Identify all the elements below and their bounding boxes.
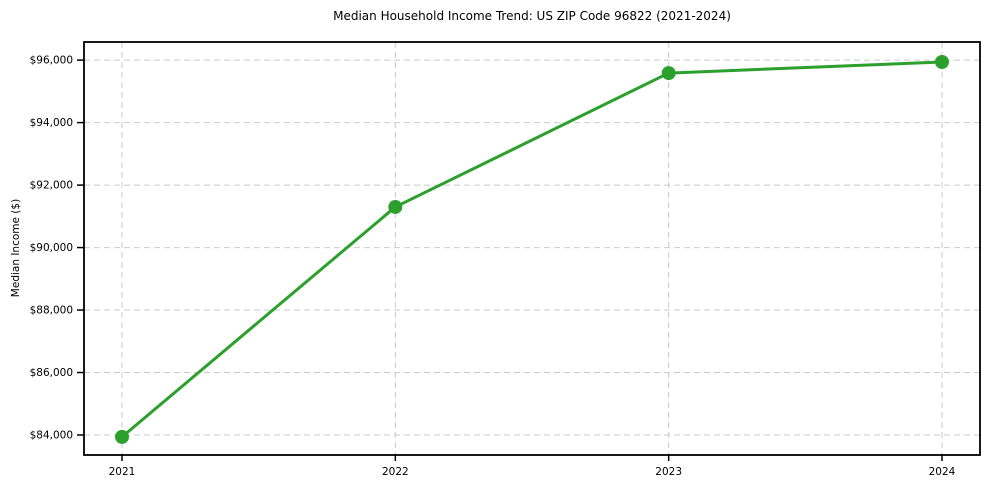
- y-tick-label: $94,000: [30, 117, 73, 129]
- x-tick-label: 2023: [655, 466, 682, 478]
- data-point-2023: [661, 66, 676, 81]
- data-point-2021: [115, 429, 129, 444]
- x-tick-label: 2021: [109, 466, 136, 478]
- y-tick-label: $96,000: [30, 55, 73, 67]
- series-line: [120, 60, 944, 439]
- data-point-2024: [935, 54, 949, 69]
- y-tick-label: $88,000: [30, 305, 73, 317]
- chart-title: Median Household Income Trend: US ZIP Co…: [333, 9, 731, 23]
- y-tick-label: $92,000: [30, 180, 73, 192]
- plot-border: [83, 41, 981, 456]
- y-tick-label: $90,000: [30, 242, 73, 254]
- x-tick-label: 2024: [929, 466, 956, 478]
- y-tick-label: $86,000: [30, 367, 73, 379]
- data-point-2022: [388, 199, 403, 214]
- x-tick-label: 2022: [382, 466, 409, 478]
- y-tick-label: $84,000: [30, 430, 73, 442]
